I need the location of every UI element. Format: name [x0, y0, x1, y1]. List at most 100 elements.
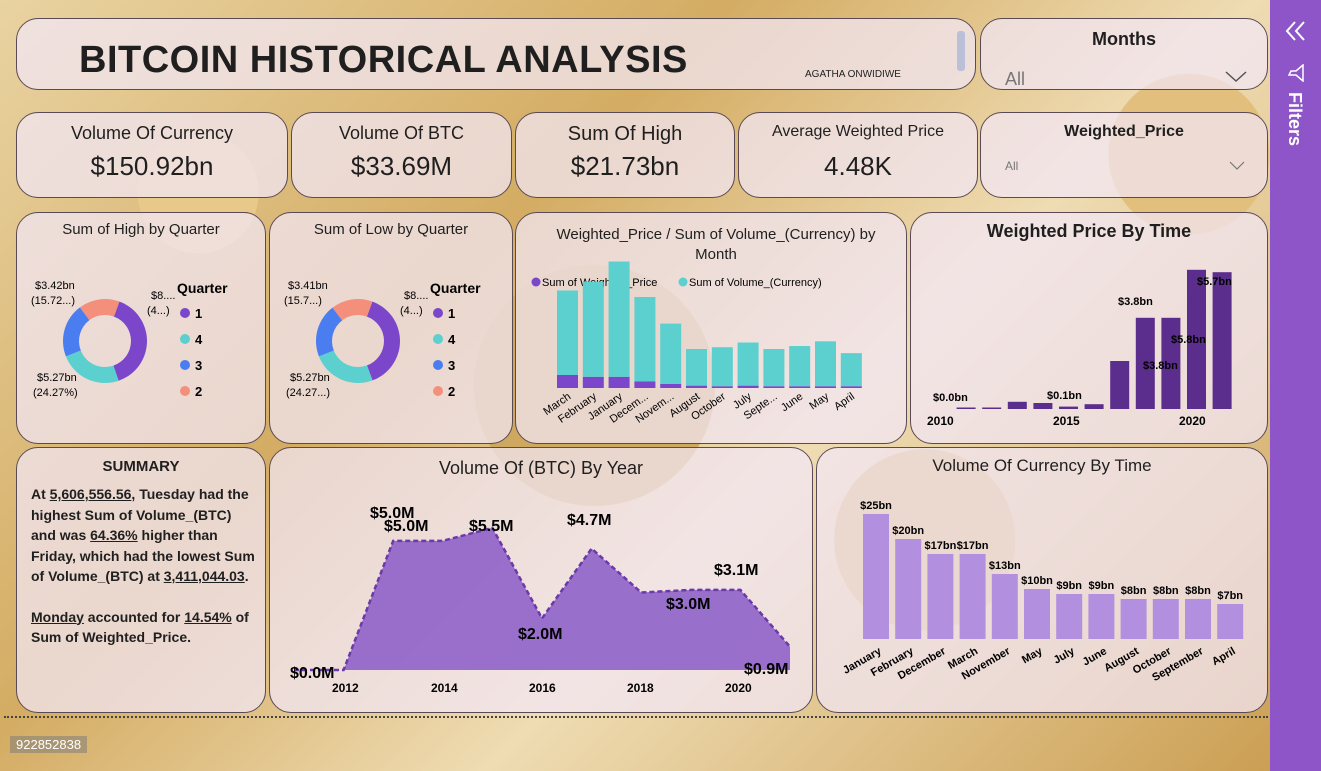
legend-marker — [180, 334, 190, 344]
scroll-indicator — [957, 31, 965, 71]
bar — [1059, 406, 1078, 409]
donut-slice — [65, 350, 119, 383]
legend-marker — [531, 277, 541, 287]
bar-segment — [711, 386, 733, 388]
kpi-sum-high: Sum Of High $21.73bn — [515, 112, 735, 198]
tick-label: April — [832, 391, 857, 413]
filters-pane[interactable]: Filters — [1270, 0, 1321, 771]
footer-id: 922852838 — [10, 736, 88, 753]
currency-volume-by-time-card: Volume Of Currency By Time $25bn January $… — [816, 447, 1268, 713]
data-label: $5.27bn — [290, 372, 330, 384]
bar-segment — [634, 297, 656, 382]
summary-text-part: of Sum of Weighted_Price. — [31, 608, 249, 646]
kpi-title: Sum Of High — [567, 123, 683, 145]
data-label: $3.1M — [714, 562, 758, 579]
bar-segment — [763, 386, 785, 388]
data-label: $5.27bn — [37, 372, 77, 384]
bar-segment — [557, 290, 578, 375]
bar-segment — [660, 383, 682, 388]
tick-label: 2014 — [431, 681, 458, 695]
bar — [927, 554, 954, 639]
bar — [1024, 589, 1050, 639]
data-label: $3.0M — [666, 596, 710, 613]
kpi-value: $33.69M — [350, 151, 453, 181]
tick-label: 2010 — [927, 414, 954, 428]
summary-text-part: higher than Friday, which had the lowest… — [31, 527, 255, 584]
chevron-down-icon[interactable] — [1225, 71, 1247, 83]
tick-label: April — [1210, 645, 1238, 668]
tick-label: 2018 — [627, 681, 654, 695]
weighted-price-dropdown-value[interactable]: All — [1005, 159, 1019, 173]
legend-title: Quarter — [177, 280, 228, 296]
data-label: $25bn — [860, 500, 892, 512]
legend-label: 3 — [448, 358, 455, 373]
chevron-down-icon[interactable] — [1229, 161, 1245, 171]
bar — [1007, 401, 1027, 409]
summary-text-part: , Tuesday had the highest Sum of Volume_… — [31, 486, 249, 543]
bar — [1152, 599, 1179, 639]
area-line — [294, 526, 791, 672]
legend-marker — [678, 277, 688, 287]
bar — [1212, 272, 1232, 409]
legend-marker — [433, 334, 443, 344]
chart-title: Volume Of (BTC) By Year — [438, 458, 644, 478]
bar — [1084, 404, 1104, 409]
kpi-title: Volume Of BTC — [338, 123, 465, 143]
header-card: BITCOIN HISTORICAL ANALYSIS AGATHA ONWID… — [16, 18, 976, 90]
weighted-price-slicer[interactable]: Weighted_Price All — [980, 112, 1268, 198]
bar-segment — [557, 375, 578, 388]
kpi-value: $150.92bn — [90, 151, 214, 181]
footer-divider — [4, 716, 1268, 718]
high-by-quarter-card: Sum of High by Quarter Quarter 1 4 3 2 $3.42b… — [16, 212, 266, 444]
chart-title: Sum of Low by Quarter — [313, 221, 469, 238]
bar — [991, 574, 1018, 639]
data-label: $8.... — [151, 290, 175, 302]
bar-segment — [840, 353, 862, 387]
bar — [1033, 403, 1053, 409]
tick-label: July — [1052, 645, 1078, 667]
legend-label: 1 — [448, 306, 455, 321]
data-label: $10bn — [1021, 575, 1053, 587]
chart-title: Weighted_Price / Sum of Volume_(Currency… — [556, 226, 876, 263]
weighted-price-by-time-card: Weighted Price By Time $0.0bn $0.1bn $3.8b… — [910, 212, 1268, 444]
data-label: (24.27...) — [286, 387, 330, 399]
legend-label: 2 — [448, 384, 455, 399]
tick-label: 2016 — [529, 681, 556, 695]
bar-segment — [815, 386, 836, 388]
legend-marker — [180, 308, 190, 318]
low-by-quarter-card: Sum of Low by Quarter Quarter 1 4 3 2 $3.41bn… — [269, 212, 513, 444]
bar-segment — [840, 386, 862, 388]
kpi-value: $21.73bn — [570, 151, 680, 181]
legend-label: Sum of Volume_(Currency) — [689, 277, 822, 289]
filters-label[interactable]: Filters — [1285, 92, 1305, 147]
bar — [1187, 269, 1206, 409]
kpi-volume-btc: Volume Of BTC $33.69M — [291, 112, 512, 198]
summary-value: Monday — [31, 608, 84, 625]
kpi-title: Volume Of Currency — [70, 123, 234, 143]
data-label: $17bn — [925, 540, 957, 552]
donut-slice — [332, 299, 373, 321]
legend-label: 3 — [195, 358, 202, 373]
data-label: $7bn — [1217, 590, 1243, 602]
bar-segment — [582, 281, 604, 377]
data-label: (4...) — [400, 305, 423, 317]
bar-segment — [686, 349, 707, 386]
high-by-quarter-chart: Quarter 1 4 3 2 $3.42bn (15.72...) $8.... (4...)… — [31, 280, 228, 399]
bar-segment — [608, 376, 630, 388]
filter-icon[interactable] — [1287, 64, 1305, 82]
months-dropdown-value[interactable]: All — [1005, 69, 1026, 89]
weighted-price-by-time-chart: $0.0bn $0.1bn $3.8bn $3.8bn $5.8bn $5.7bn 2010… — [927, 269, 1232, 428]
bar-segment — [789, 386, 811, 388]
collapse-chevrons-icon[interactable] — [1284, 20, 1308, 42]
donut-slice — [63, 307, 90, 357]
months-slicer[interactable]: Months All — [980, 18, 1268, 90]
summary-text-part: . — [244, 568, 249, 584]
data-label: $0.1bn — [1047, 390, 1082, 402]
bar — [1217, 604, 1244, 639]
legend-label: 1 — [195, 306, 202, 321]
weighted-price-slicer-label: Weighted_Price — [1064, 123, 1184, 140]
data-label: $9bn — [1056, 580, 1082, 592]
bar — [982, 407, 1002, 409]
data-label: $17bn — [957, 540, 989, 552]
bar — [956, 407, 976, 409]
